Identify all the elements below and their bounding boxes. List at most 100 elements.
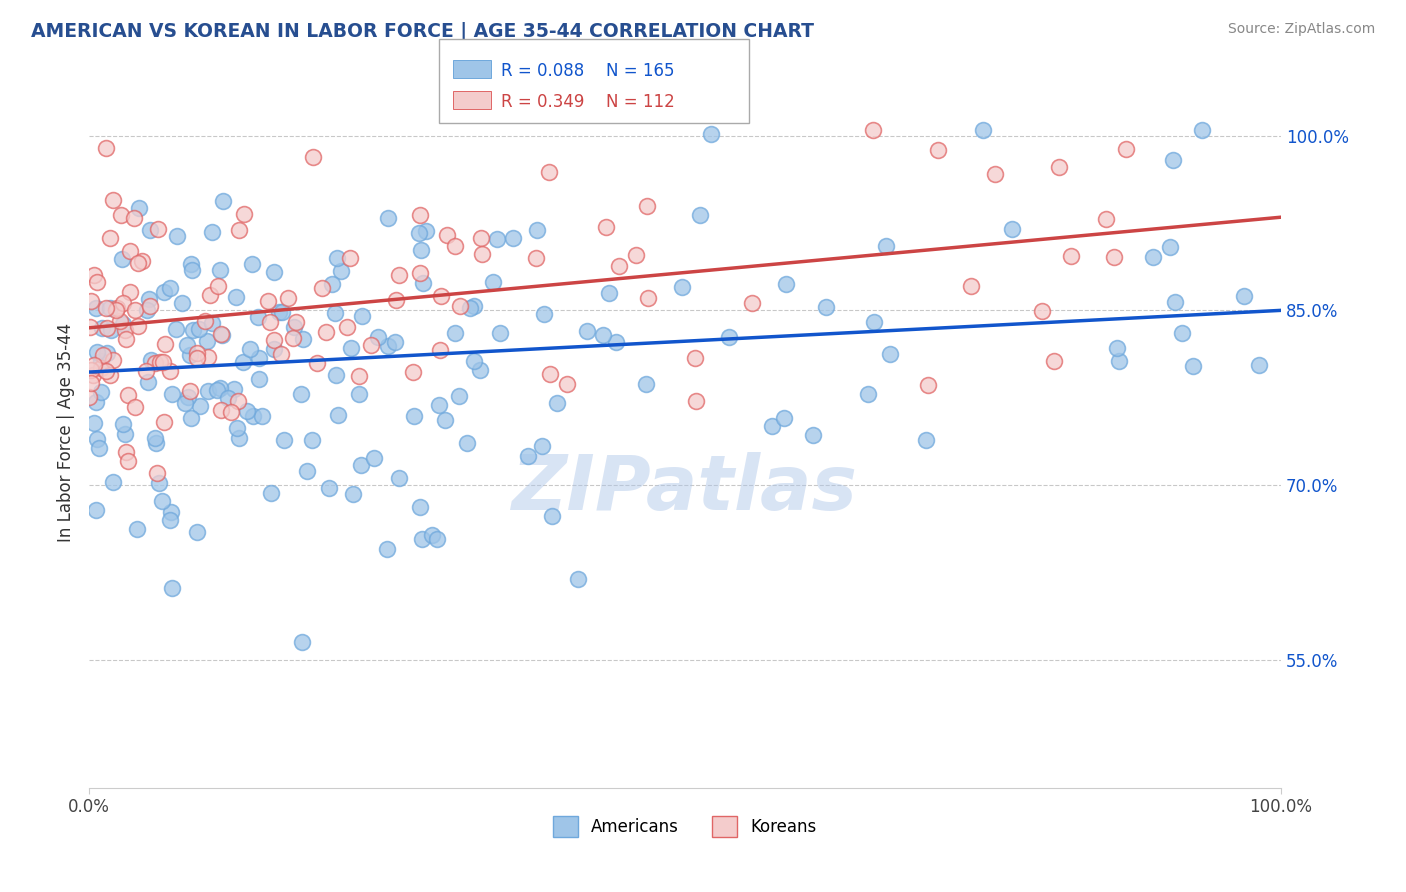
Point: [249, 372, 271, 386]
Point: [159, 505, 181, 519]
Text: Source: ZipAtlas.com: Source: ZipAtlas.com: [1227, 22, 1375, 37]
Point: [434, 413, 457, 427]
Point: [96, 301, 118, 315]
Point: [540, 509, 562, 524]
Point: [342, 487, 364, 501]
Point: [463, 354, 485, 368]
Point: [165, 322, 187, 336]
Point: [222, 382, 245, 396]
Point: [83, 417, 105, 431]
Point: [120, 244, 142, 259]
Point: [526, 223, 548, 237]
Point: [86, 275, 108, 289]
Point: [188, 322, 211, 336]
Point: [111, 417, 134, 431]
Point: [533, 307, 555, 321]
Point: [456, 436, 478, 450]
Point: [111, 295, 134, 310]
Point: [83, 268, 105, 283]
Point: [295, 464, 318, 478]
Point: [1043, 354, 1066, 368]
Point: [80, 376, 103, 390]
Point: [141, 353, 163, 368]
Point: [90, 361, 112, 376]
Point: [120, 285, 142, 299]
Point: [524, 251, 547, 265]
Point: [263, 265, 285, 279]
Point: [1047, 160, 1070, 174]
Point: [689, 208, 711, 222]
Text: N = 112: N = 112: [606, 93, 675, 111]
Point: [77, 390, 100, 404]
Point: [538, 165, 561, 179]
Point: [228, 393, 250, 408]
Point: [221, 404, 243, 418]
Text: R = 0.088: R = 0.088: [501, 62, 583, 80]
Point: [350, 458, 373, 472]
Point: [105, 303, 128, 318]
Point: [1159, 240, 1181, 254]
Point: [449, 299, 471, 313]
Point: [127, 318, 149, 333]
Point: [150, 494, 173, 508]
Point: [360, 338, 382, 352]
Point: [115, 332, 138, 346]
Point: [685, 351, 707, 366]
Point: [117, 387, 139, 401]
Point: [90, 354, 112, 368]
Point: [138, 223, 160, 237]
Point: [301, 433, 323, 447]
Point: [1191, 123, 1213, 137]
Point: [149, 355, 172, 369]
Point: [717, 330, 740, 344]
Point: [135, 364, 157, 378]
Point: [292, 332, 315, 346]
Point: [145, 435, 167, 450]
Point: [1115, 142, 1137, 156]
Point: [814, 301, 837, 315]
Point: [283, 319, 305, 334]
Point: [388, 268, 411, 282]
Point: [111, 252, 134, 266]
Point: [1031, 304, 1053, 318]
Point: [1247, 358, 1270, 372]
Point: [377, 211, 399, 226]
Point: [284, 315, 307, 329]
Point: [430, 289, 453, 303]
Point: [98, 368, 121, 383]
Point: [239, 343, 262, 357]
Point: [449, 389, 471, 403]
Point: [530, 440, 553, 454]
Point: [146, 466, 169, 480]
Point: [112, 317, 135, 331]
Point: [136, 375, 159, 389]
Point: [1107, 341, 1129, 355]
Point: [100, 323, 122, 337]
Point: [218, 391, 240, 405]
Point: [84, 301, 107, 315]
Point: [86, 395, 108, 409]
Point: [420, 528, 443, 542]
Point: [363, 450, 385, 465]
Point: [311, 281, 333, 295]
Point: [960, 279, 983, 293]
Point: [188, 400, 211, 414]
Point: [972, 123, 994, 137]
Point: [101, 193, 124, 207]
Point: [444, 326, 467, 340]
Point: [318, 481, 340, 495]
Point: [336, 320, 359, 334]
Point: [409, 500, 432, 514]
Point: [179, 384, 201, 398]
Point: [96, 346, 118, 360]
Point: [470, 363, 492, 377]
Point: [307, 356, 329, 370]
Point: [915, 433, 938, 447]
Point: [91, 349, 114, 363]
Point: [281, 331, 304, 345]
Point: [180, 263, 202, 277]
Point: [263, 334, 285, 348]
Legend: Americans, Koreans: Americans, Koreans: [547, 810, 824, 844]
Point: [233, 207, 256, 221]
Point: [172, 296, 194, 310]
